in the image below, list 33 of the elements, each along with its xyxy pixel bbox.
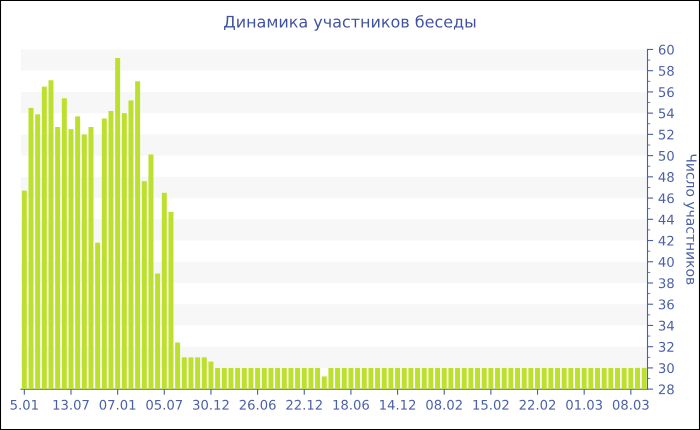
- y-tick-label: 58: [658, 66, 674, 76]
- x-tick-label: 13.07: [54, 400, 89, 410]
- y-tick-label: 30: [658, 363, 674, 374]
- y-tick-label: 52: [658, 130, 674, 140]
- y-tick-label: 46: [658, 193, 674, 204]
- x-tick-label: 15.02: [473, 400, 508, 410]
- y-tick-label: 38: [658, 278, 674, 288]
- y-tick-label: 54: [658, 108, 674, 118]
- y-tick-label: 28: [658, 384, 674, 394]
- y-tick-label: 48: [658, 172, 674, 182]
- x-tick-label: 18.06: [333, 400, 369, 410]
- x-tick-label: 14.12: [380, 400, 416, 410]
- x-tick-label: 07.01: [100, 400, 136, 410]
- y-tick-label: 50: [658, 150, 674, 161]
- x-tick-label: 08.02: [426, 400, 462, 410]
- y-tick-label: 40: [658, 256, 674, 267]
- y-tick-label: 34: [658, 320, 674, 331]
- x-tick-label: 01.03: [566, 400, 602, 410]
- y-tick-label: 60: [658, 44, 674, 55]
- chart-title: Динамика участников беседы: [224, 15, 476, 31]
- y-axis-title: Число участников: [683, 154, 696, 284]
- x-tick-label: 08.03: [612, 400, 649, 410]
- x-tick-label: 26.06: [240, 400, 276, 410]
- x-tick-label: 22.02: [520, 400, 556, 410]
- x-tick-label: 22.12: [286, 400, 322, 410]
- x-tick-label: 05.07: [146, 400, 182, 410]
- x-tick-label: 5.01: [10, 400, 38, 410]
- x-tick-label: 30.12: [193, 400, 229, 410]
- y-tick-label: 42: [658, 236, 674, 246]
- y-tick-label: 44: [658, 214, 674, 224]
- y-tick-label: 32: [658, 342, 674, 352]
- y-tick-label: 56: [658, 87, 674, 98]
- y-tick-label: 36: [658, 299, 674, 310]
